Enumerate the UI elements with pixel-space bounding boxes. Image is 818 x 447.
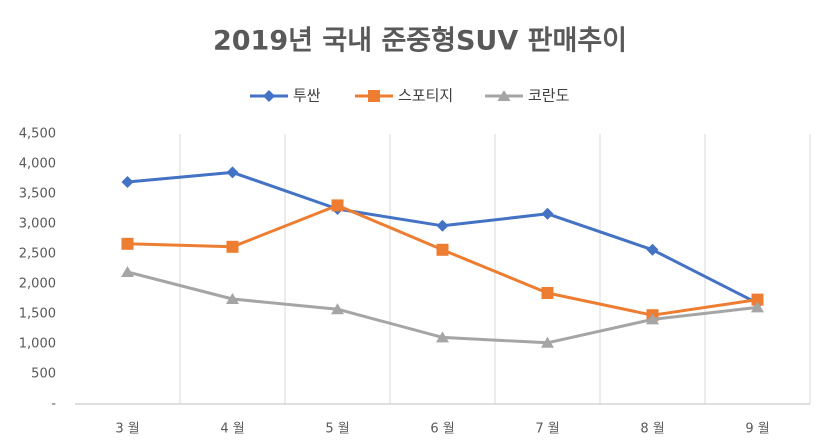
- chart-title: 2019년 국내 준중형SUV 판매추이: [213, 26, 627, 57]
- point: [331, 199, 344, 212]
- x-tick-label: 4 월: [220, 422, 244, 437]
- x-tick-label: 9 월: [745, 422, 769, 437]
- point: [226, 240, 239, 253]
- y-tick-label: 4,000: [19, 157, 56, 172]
- y-tick-label: 1,000: [19, 337, 56, 352]
- point: [226, 293, 239, 304]
- y-tick-label: 500: [31, 367, 56, 382]
- point: [121, 266, 134, 277]
- y-tick-label: 2,500: [19, 247, 56, 262]
- x-tick-label: 8 월: [640, 422, 664, 437]
- legend-text: 코란도: [528, 87, 570, 105]
- y-tick-label: 3,500: [19, 187, 56, 202]
- point: [121, 176, 134, 188]
- point: [226, 166, 239, 179]
- point: [436, 243, 449, 256]
- legend-text: 스포티지: [398, 87, 453, 105]
- y-tick-label: 1,500: [19, 307, 56, 322]
- point: [331, 303, 344, 315]
- legend-text: 투싼: [293, 87, 321, 105]
- point: [121, 237, 134, 250]
- point: [541, 336, 554, 348]
- point: [646, 313, 659, 325]
- point: [436, 331, 449, 343]
- y-tick-label: 4,500: [19, 127, 56, 142]
- point: [541, 287, 554, 299]
- legend-marker: [368, 90, 380, 102]
- x-tick-label: 7 월: [535, 422, 559, 437]
- point: [646, 243, 659, 256]
- y-tick-label: 2,000: [19, 277, 56, 292]
- point: [436, 219, 449, 232]
- point: [751, 293, 764, 306]
- legend-marker: [263, 90, 275, 102]
- y-tick-label: 3,000: [19, 217, 56, 232]
- x-tick-label: 6 월: [430, 422, 454, 437]
- series-line: [127, 170, 759, 305]
- legend-marker: [497, 90, 511, 101]
- x-tick-label: 3 월: [115, 422, 139, 437]
- point: [751, 301, 764, 313]
- x-tick-label: 5 월: [325, 422, 349, 437]
- point: [541, 207, 554, 220]
- y-tick-label: -: [51, 397, 56, 412]
